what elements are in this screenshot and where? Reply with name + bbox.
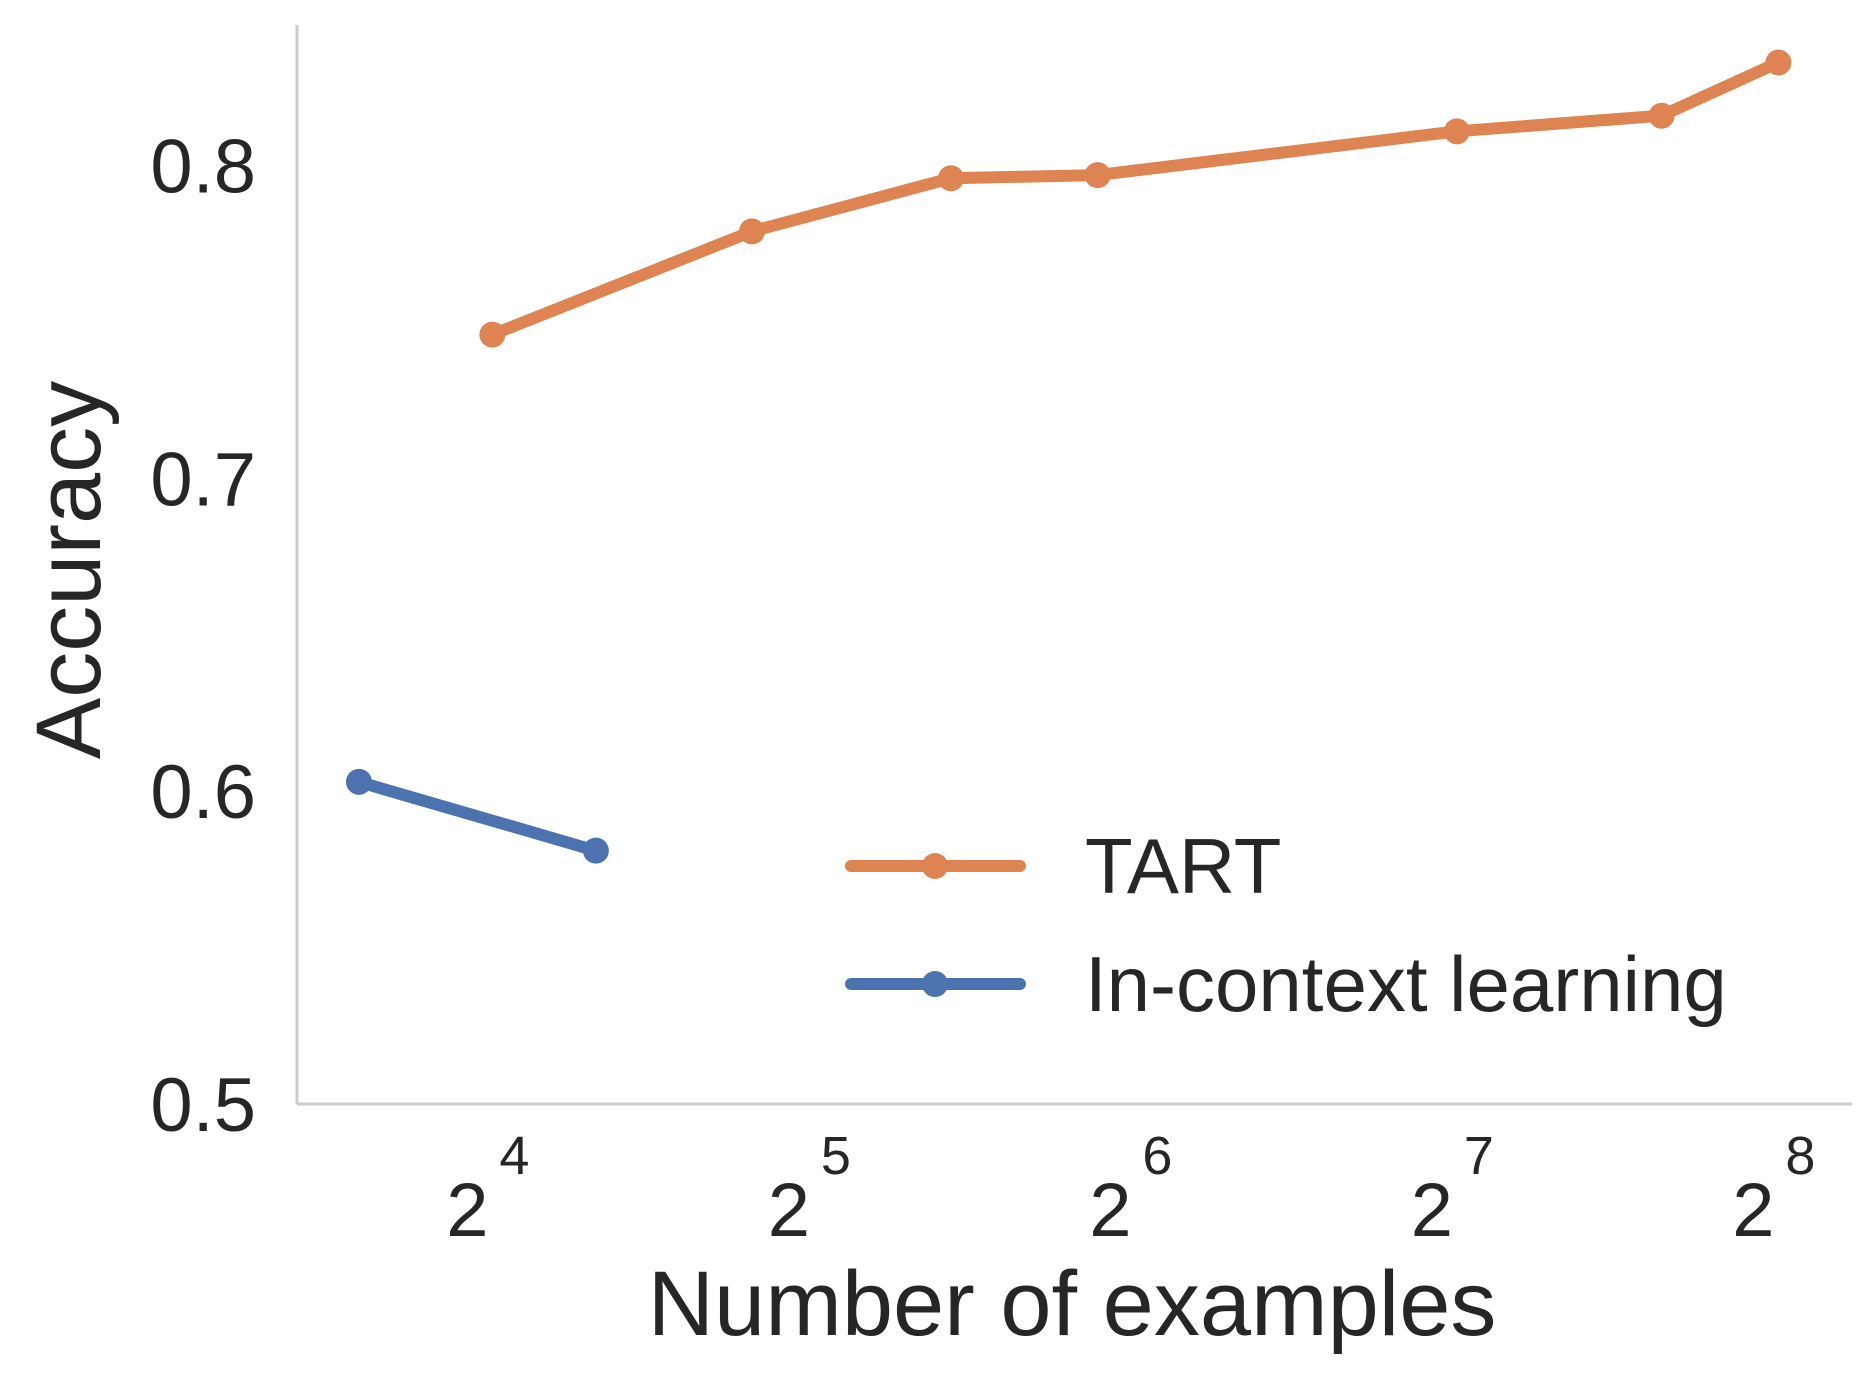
legend: TART In-context learning [845, 822, 1727, 1028]
data-point-in-context-learning [582, 837, 609, 864]
data-point-tart [738, 218, 765, 245]
legend-item-in-context-learning: In-context learning [845, 940, 1727, 1028]
y-tick-label: 0.8 [150, 125, 256, 210]
x-tick-exponent: 8 [1785, 1126, 1815, 1186]
y-axis-label: Accuracy [18, 381, 120, 759]
x-tick-label: 28 [1732, 1126, 1815, 1253]
legend-swatch-marker [922, 853, 948, 879]
x-tick-base: 2 [446, 1168, 488, 1253]
x-tick-exponent: 7 [1464, 1126, 1494, 1186]
x-tick-label: 24 [446, 1126, 529, 1253]
data-point-tart [479, 321, 506, 348]
data-point-tart [1443, 118, 1470, 145]
legend-swatch-marker [922, 971, 948, 997]
x-tick-base: 2 [1089, 1168, 1131, 1253]
series-layer [345, 49, 1792, 864]
data-point-tart [1084, 162, 1111, 189]
x-tick-label: 26 [1089, 1126, 1172, 1253]
series-in-context-learning [345, 768, 609, 864]
x-axis-label: Number of examples [648, 1253, 1497, 1355]
series-line-in-context-learning [352, 775, 602, 857]
series-line-tart [486, 56, 1785, 341]
y-tick-label: 0.5 [150, 1063, 256, 1148]
y-tick-label: 0.7 [150, 437, 256, 522]
x-tick-base: 2 [1411, 1168, 1453, 1253]
data-point-tart [1648, 102, 1675, 129]
legend-item-tart: TART [845, 822, 1281, 910]
data-point-in-context-learning [345, 768, 372, 795]
x-tick-label: 27 [1411, 1126, 1494, 1253]
x-tick-label: 25 [768, 1126, 851, 1253]
series-tart [479, 49, 1792, 348]
x-tick-exponent: 6 [1142, 1126, 1172, 1186]
data-point-tart [937, 165, 964, 192]
legend-label: TART [1085, 822, 1281, 910]
x-tick-base: 2 [1732, 1168, 1774, 1253]
y-tick-label: 0.6 [150, 750, 256, 835]
x-tick-exponent: 5 [821, 1126, 851, 1186]
x-tick-exponent: 4 [499, 1126, 529, 1186]
legend-label: In-context learning [1085, 940, 1727, 1028]
data-point-tart [1765, 49, 1792, 76]
x-tick-base: 2 [768, 1168, 810, 1253]
